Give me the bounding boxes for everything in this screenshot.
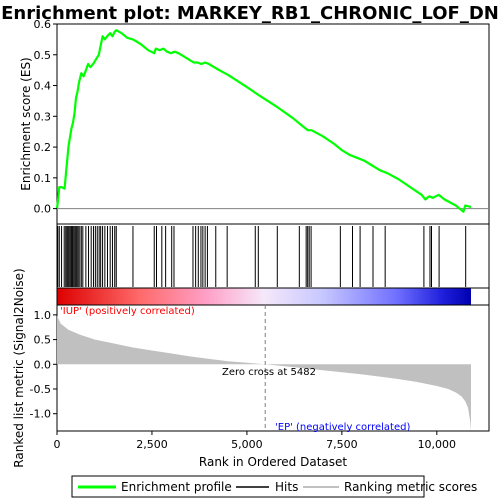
es-tick-label-3: 0.3 xyxy=(34,110,52,123)
metric-tick-label-4: -1.0 xyxy=(30,408,51,421)
metric-area xyxy=(57,315,471,431)
es-curve xyxy=(55,29,472,213)
x-tick-label-3: 7,500 xyxy=(326,438,358,451)
es-tick-label-1: 0.1 xyxy=(34,172,52,185)
metric-tick-label-2: 0.0 xyxy=(34,358,52,371)
x-tick-label-0: 0 xyxy=(54,438,61,451)
x-axis-label: Rank in Ordered Dataset xyxy=(199,455,347,469)
metric-tick-label-1: 0.5 xyxy=(34,334,52,347)
es-axis-label: Enrichment score (ES) xyxy=(19,57,33,190)
metric-panel xyxy=(57,305,471,431)
es-tick-label-2: 0.2 xyxy=(34,141,52,154)
annotations: 'IUP' (positively correlated) 'EP' (nega… xyxy=(60,306,410,433)
es-panel xyxy=(55,29,489,213)
es-tick-label-0: 0.0 xyxy=(34,203,52,216)
hits-panel xyxy=(57,226,467,287)
metric-tick-label-3: -0.5 xyxy=(30,383,51,396)
chart-title: Enrichment plot: MARKEY_RB1_CHRONIC_LOF_… xyxy=(1,3,499,24)
es-tick-label-4: 0.4 xyxy=(34,80,52,93)
x-tick-label-2: 5,000 xyxy=(231,438,263,451)
es-tick-label-5: 0.5 xyxy=(34,49,52,62)
metric-tick-label-0: 1.0 xyxy=(34,309,52,322)
positive-label: 'IUP' (positively correlated) xyxy=(60,306,195,317)
ranking-color-bar xyxy=(57,288,471,305)
metric-axis-label: Ranked list metric (Signal2Noise) xyxy=(12,268,26,467)
legend-hits-label: Hits xyxy=(275,480,298,494)
legend: Enrichment profile Hits Ranking metric s… xyxy=(71,475,477,498)
legend-es-label: Enrichment profile xyxy=(121,480,232,494)
es-tick-label-6: 0.6 xyxy=(34,18,52,31)
metric-panel-frame xyxy=(56,304,490,432)
axis-ticks: 0.0 0.1 0.2 0.3 0.4 0.5 0.6 1.0 0.5 0.0 -0.5 -1.0 0 2… xyxy=(30,18,457,451)
x-tick-label-1: 2,500 xyxy=(136,438,168,451)
negative-label: 'EP' (negatively correlated) xyxy=(275,422,410,433)
x-tick-label-4: 10,000 xyxy=(418,438,457,451)
legend-metric-label: Ranking metric scores xyxy=(344,480,477,494)
zero-cross-label: Zero cross at 5482 xyxy=(222,367,316,378)
